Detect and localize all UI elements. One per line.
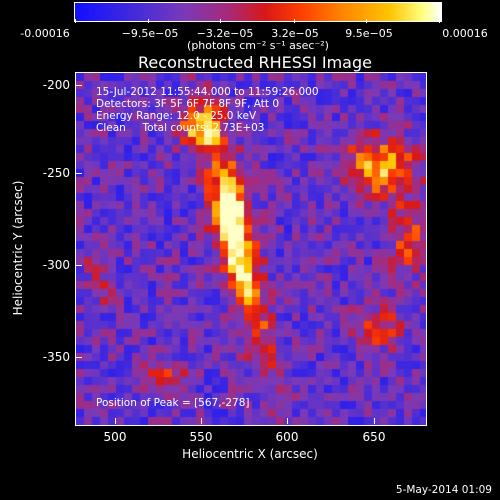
colorbar-tick [220, 19, 221, 23]
y-tick-mark [76, 85, 82, 86]
colorbar-label: −3.2e−05 [196, 27, 254, 40]
heatmap-image [76, 73, 426, 425]
x-tick-mark [201, 418, 202, 424]
y-tick-label: -350 [42, 350, 70, 364]
y-tick-mark [76, 357, 82, 358]
colorbar-units: (photons cm⁻² s⁻¹ asec⁻²) [187, 39, 329, 52]
x-tick-label: 600 [275, 430, 299, 444]
colorbar-label: -0.00016 [20, 27, 70, 40]
y-tick-label: -300 [42, 258, 70, 272]
colorbar-label: 3.2e−05 [271, 27, 319, 40]
y-tick-label: -200 [42, 78, 70, 92]
counts-text: Clean Total counts: 2.73E+03 [96, 122, 265, 134]
colorbar-tick [75, 19, 76, 23]
footer-date: 5-May-2014 01:09 [395, 484, 492, 496]
y-tick-mark [76, 265, 82, 266]
colorbar-tick [366, 19, 367, 23]
x-tick-label: 500 [103, 430, 127, 444]
y-axis-label: Heliocentric Y (arcsec) [11, 180, 25, 316]
x-tick-label: 650 [362, 430, 386, 444]
peak-position-text: Position of Peak = [567,-278] [96, 397, 250, 409]
x-tick-mark [115, 418, 116, 424]
colorbar-label: 0.00016 [442, 27, 488, 40]
y-tick-label: -250 [42, 166, 70, 180]
x-tick-label: 550 [189, 430, 213, 444]
time-range-text: 15-Jul-2012 11:55:44.000 to 11:59:26.000 [96, 86, 319, 98]
colorbar-label: 9.5e−05 [345, 27, 393, 40]
detectors-text: Detectors: 3F 5F 6F 7F 8F 9F, Att 0 [96, 98, 280, 110]
colorbar-tick [439, 19, 440, 23]
image-plot: 15-Jul-2012 11:55:44.000 to 11:59:26.000… [75, 72, 427, 426]
colorbar-label: −9.5e−05 [121, 27, 179, 40]
y-tick-mark [76, 173, 82, 174]
x-tick-mark [374, 418, 375, 424]
energy-range-text: Energy Range: 12.0 - 25.0 keV [96, 110, 257, 122]
x-axis-label: Heliocentric X (arcsec) [182, 447, 318, 461]
x-tick-mark [287, 418, 288, 424]
colorbar-tick [294, 19, 295, 23]
colorbar-tick [148, 19, 149, 23]
plot-title: Reconstructed RHESSI Image [138, 53, 372, 72]
colorbar [74, 2, 442, 22]
